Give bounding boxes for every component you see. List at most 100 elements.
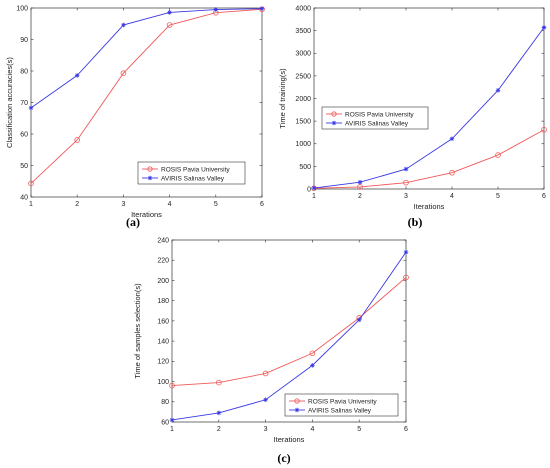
y-tick-label: 3500 [295, 28, 311, 35]
y-tick-label: 80 [161, 399, 169, 406]
y-tick-label: 200 [157, 278, 169, 285]
x-tick-label: 1 [170, 426, 174, 433]
series-line-1 [171, 251, 407, 421]
y-tick-label: 2500 [295, 73, 311, 80]
series-line-1 [313, 27, 545, 189]
y-tick-label: 120 [157, 359, 169, 366]
chart-a: 1 2 3 4 5 6 40 50 60 70 80 90 100 Iterations Classific… [5, 5, 265, 229]
series-1-point [121, 22, 126, 28]
series-0-point [216, 379, 222, 386]
series-0-point [403, 179, 409, 186]
series-line-1 [30, 8, 263, 109]
y-axis-label: Classification accuracies(s) [5, 57, 14, 148]
legend-marker [331, 111, 337, 117]
series-1-point [216, 410, 222, 416]
x-tick-label: 2 [358, 193, 362, 200]
series-1-point [356, 317, 362, 323]
series-1-point [74, 73, 80, 78]
x-tick-label: 4 [450, 193, 454, 200]
series-1-point [167, 10, 172, 15]
y-tick-label: 3000 [295, 51, 311, 58]
y-tick-label: 60 [20, 131, 28, 138]
y-tick-label: 100 [16, 5, 28, 12]
series-0-point [541, 126, 547, 133]
series-1-point [541, 25, 547, 30]
series-1-point [310, 363, 315, 368]
series-0-point [169, 382, 175, 389]
legend-box [137, 161, 246, 185]
y-tick-label: 4000 [295, 5, 311, 12]
legend-marker [331, 120, 337, 126]
series-line-0 [30, 8, 263, 184]
series-1-point [28, 105, 34, 111]
series-0-point [262, 370, 269, 377]
y-tick-label: 40 [20, 194, 28, 201]
series-0-point [357, 184, 363, 190]
series-0-point [449, 169, 455, 176]
legend-entry: ROSIS Pavia University [345, 111, 414, 118]
x-tick-label: 3 [121, 201, 125, 208]
y-tick-label: 80 [20, 68, 28, 75]
series-0-point [309, 350, 316, 357]
series-line-0 [171, 277, 407, 387]
y-tick-label: 100 [157, 379, 169, 386]
x-tick-label: 6 [260, 201, 264, 208]
x-tick-label: 5 [496, 193, 500, 200]
y-tick-label: 70 [20, 100, 28, 107]
x-tick-label: 2 [75, 201, 79, 208]
series-1-point [357, 179, 363, 185]
x-tick-label: 4 [168, 201, 172, 208]
x-tick-label: 3 [264, 426, 268, 433]
y-tick-label: 500 [299, 164, 311, 171]
x-tick-label: 6 [542, 193, 546, 200]
legend-marker [147, 166, 153, 172]
series-1-point [403, 249, 409, 255]
x-tick-label: 6 [404, 426, 408, 433]
series-1-point [495, 88, 501, 93]
x-axis-label: Iterations [131, 210, 162, 219]
legend-entry: AVIRIS Salinas Valley [345, 120, 409, 127]
series-1-point [311, 185, 317, 191]
x-tick-label: 1 [312, 193, 316, 200]
panel-label: (c) [277, 451, 290, 465]
legend-entry: AVIRIS Salinas Valley [161, 175, 225, 182]
series-0-point [166, 22, 173, 28]
plot-area [313, 7, 545, 190]
chart-b: 1 2 3 4 5 6 0 500 1000 1500 2000 2500 3000 3500 4000 It… [278, 5, 547, 229]
legend-entry: AVIRIS Salinas Valley [308, 407, 372, 414]
y-axis-label: Time of samples selection(s) [133, 283, 142, 379]
series-line-0 [313, 129, 545, 189]
y-tick-label: 60 [161, 419, 169, 426]
series-1-point [213, 7, 219, 12]
y-axis-label: Time of training(s) [278, 68, 287, 129]
x-axis-label: Iterations [274, 435, 305, 444]
x-tick-label: 5 [357, 426, 361, 433]
series-0-point [403, 274, 409, 281]
y-tick-label: 1000 [295, 141, 311, 148]
series-0-point [74, 137, 80, 143]
legend-box [284, 393, 399, 417]
y-tick-label: 240 [157, 237, 169, 244]
series-0-point [495, 152, 501, 158]
y-tick-label: 140 [157, 339, 169, 346]
x-tick-label: 2 [217, 426, 221, 433]
panel-label: (b) [408, 215, 423, 229]
plot-area [171, 239, 407, 423]
legend-marker [147, 175, 153, 181]
series-1-point [259, 6, 265, 11]
chart-c: 1 2 3 4 5 6 60 80 100 120 140 160 180 200 220 240 Iterat… [133, 237, 409, 465]
legend-box [321, 106, 429, 130]
x-axis-label: Iterations [414, 202, 445, 211]
x-tick-label: 4 [310, 426, 314, 433]
series-0-point [120, 70, 127, 77]
y-tick-label: 220 [157, 258, 169, 265]
legend-marker [294, 407, 300, 413]
panel-label: (a) [126, 215, 140, 229]
y-tick-label: 160 [157, 318, 169, 325]
legend-marker [294, 398, 300, 404]
legend-entry: ROSIS Pavia University [161, 166, 230, 173]
y-tick-label: 90 [20, 37, 28, 44]
y-tick-label: 1500 [295, 119, 311, 126]
series-1-point [263, 397, 268, 403]
